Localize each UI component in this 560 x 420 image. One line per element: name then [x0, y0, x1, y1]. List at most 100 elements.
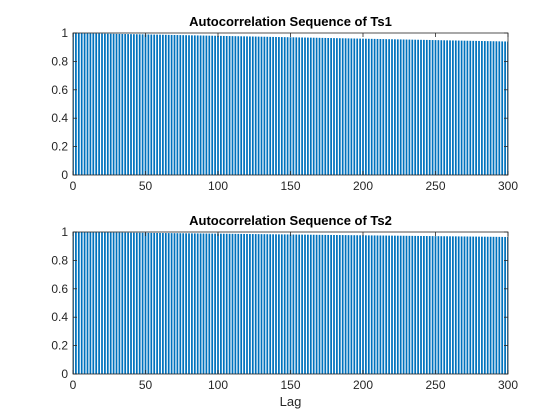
y-tick-label: 0 [61, 168, 68, 182]
bar-lag-154 [295, 37, 298, 176]
bar-lag-70 [173, 233, 176, 374]
bar-lag-22 [104, 232, 106, 374]
bar-lag-154 [295, 234, 298, 374]
bar-lag-108 [228, 36, 231, 175]
bar-lag-222 [394, 235, 396, 374]
y-tick-label: 0.4 [51, 310, 68, 324]
bar-lag-110 [231, 233, 234, 374]
bar-lag-58 [156, 34, 158, 175]
bar-lag-178 [330, 234, 332, 374]
bar-lag-188 [344, 235, 347, 374]
bar-lag-292 [495, 41, 498, 175]
bar-lag-106 [225, 36, 228, 175]
bar-lag-250 [434, 40, 437, 175]
bar-lag-54 [150, 232, 153, 374]
bar-lag-294 [498, 236, 501, 374]
bar-lag-182 [336, 235, 338, 374]
bar-lag-150 [289, 234, 292, 374]
bar-lag-2 [75, 232, 77, 374]
bar-lag-124 [251, 36, 254, 175]
bar-lag-146 [283, 234, 286, 374]
bar-lag-66 [167, 34, 170, 175]
bar-lag-152 [292, 37, 295, 175]
bar-lag-166 [312, 37, 315, 175]
bar-lag-12 [89, 232, 92, 374]
bar-lag-270 [463, 40, 466, 175]
bar-lag-252 [437, 236, 440, 374]
bar-lag-80 [188, 35, 190, 175]
bar-lag-122 [249, 234, 251, 374]
bar-lag-52 [147, 34, 150, 175]
bar-lag-258 [446, 236, 448, 374]
bar-lag-12 [89, 33, 92, 175]
bar-lag-38 [127, 232, 129, 374]
bar-lag-266 [457, 40, 460, 176]
bar-lag-158 [301, 234, 303, 374]
bar-lag-138 [272, 36, 274, 175]
bar-lag-282 [481, 236, 483, 374]
bar-lag-0 [73, 33, 74, 175]
bar-lag-242 [423, 39, 425, 175]
bar-lag-280 [478, 236, 480, 374]
bar-lag-100 [217, 233, 219, 374]
bar-lag-134 [266, 234, 269, 374]
bar-lag-298 [504, 41, 506, 176]
bar-lag-156 [298, 234, 301, 374]
bar-lag-194 [353, 38, 356, 176]
bar-lag-0 [73, 232, 74, 374]
bar-lag-176 [327, 37, 330, 176]
bar-lag-164 [309, 37, 312, 176]
bar-lag-96 [211, 35, 214, 176]
bar-lag-8 [83, 232, 86, 374]
bar-lag-210 [376, 235, 379, 374]
bar-lag-174 [324, 37, 327, 175]
bar-lag-148 [286, 37, 289, 175]
x-tick-label: 100 [208, 378, 228, 392]
x-tick-label: 50 [139, 378, 153, 392]
subplot-ts2: Autocorrelation Sequence of Ts2 0 50 100 15… [51, 213, 518, 409]
bar-lag-248 [431, 236, 434, 374]
chart-title: Autocorrelation Sequence of Ts1 [189, 14, 392, 29]
y-tick-label: 0.2 [51, 339, 68, 353]
bar-lag-248 [431, 40, 434, 176]
bar-lag-24 [106, 33, 109, 176]
bar-lag-256 [443, 40, 446, 175]
bar-lag-186 [341, 38, 344, 176]
bar-lag-26 [109, 33, 112, 175]
bar-lag-274 [469, 236, 472, 374]
bar-lag-96 [211, 233, 214, 374]
bar-lag-102 [220, 35, 222, 175]
bar-lag-174 [324, 234, 327, 374]
bar-lag-102 [220, 233, 222, 374]
bar-lag-56 [153, 232, 156, 374]
bar-lag-270 [463, 236, 466, 374]
bar-lag-258 [446, 40, 448, 175]
bar-lag-62 [162, 34, 164, 175]
bar-lag-266 [457, 236, 460, 374]
bar-lag-16 [95, 33, 98, 175]
bar-lag-2 [75, 33, 77, 176]
bar-lag-104 [222, 233, 225, 374]
chart-title: Autocorrelation Sequence of Ts2 [189, 213, 392, 228]
bar-lag-254 [440, 40, 443, 176]
bar-lag-84 [193, 233, 196, 374]
bar-lag-206 [370, 38, 373, 175]
bar-lag-104 [222, 35, 225, 175]
bar-lag-42 [133, 34, 135, 176]
bar-lag-112 [234, 36, 237, 175]
bar-lag-112 [234, 233, 237, 374]
x-tick-label: 150 [280, 378, 300, 392]
bar-lag-116 [240, 36, 243, 175]
bar-lag-218 [388, 235, 390, 374]
bar-lag-82 [191, 233, 193, 374]
bar-lag-170 [318, 234, 321, 374]
bar-lag-34 [121, 33, 124, 175]
bar-lag-204 [367, 235, 370, 374]
bar-lag-284 [483, 41, 486, 176]
bar-lag-262 [452, 236, 454, 374]
bar-lag-196 [356, 235, 359, 374]
bar-lag-100 [217, 35, 219, 176]
bar-lag-280 [478, 40, 480, 176]
bar-lag-58 [156, 232, 158, 374]
bar-lag-244 [425, 39, 428, 176]
